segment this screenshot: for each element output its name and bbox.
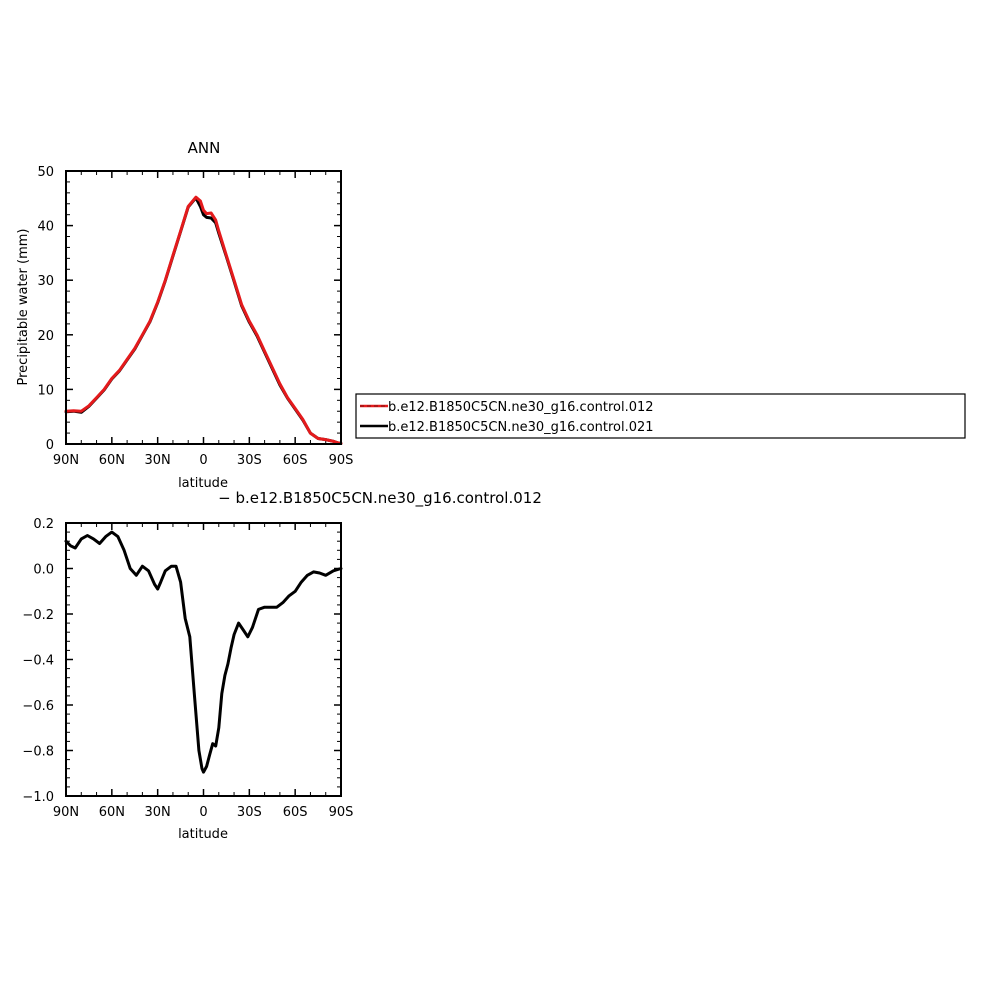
- top-y-tick-label: 0: [46, 438, 54, 453]
- bottom-x-tick-label: 30N: [145, 805, 171, 820]
- bottom-x-tick-label: 90S: [329, 805, 354, 820]
- bottom-plot-x-axis-label: latitude: [178, 827, 228, 842]
- bottom-y-tick-label: 0.0: [33, 563, 54, 578]
- legend-box: [355, 393, 966, 439]
- bottom-x-tick-label: 0: [199, 805, 207, 820]
- legend-label-012: b.e12.B1850C5CN.ne30_g16.control.012: [388, 400, 654, 415]
- bottom-plot-frame: [65, 522, 342, 797]
- top-x-tick-label: 30N: [145, 453, 171, 468]
- bottom-x-tick-label: 90N: [53, 805, 79, 820]
- bottom-x-tick-label: 60S: [283, 805, 308, 820]
- top-y-tick-label: 20: [37, 329, 54, 344]
- bottom-x-tick-label: 30S: [237, 805, 262, 820]
- top-plot-frame: [65, 170, 342, 445]
- bottom-x-tick-label: 60N: [99, 805, 125, 820]
- top-x-tick-label: 60S: [283, 453, 308, 468]
- top-plot-y-axis-label: Precipitable water (mm): [16, 229, 31, 386]
- bottom-plot-title: − b.e12.B1850C5CN.ne30_g16.control.012: [218, 489, 542, 508]
- top-x-tick-label: 60N: [99, 453, 125, 468]
- top-plot-title: ANN: [188, 139, 221, 157]
- legend-label-021: b.e12.B1850C5CN.ne30_g16.control.021: [388, 420, 654, 435]
- top-y-tick-label: 50: [37, 165, 54, 180]
- bottom-plot-ticks: 90N 60N 30N 0 30S 60S 90S 0.2 0.0 −0.2 −0.4 −0.6 −0.…: [22, 517, 353, 820]
- bottom-series-line-0: [64, 530, 343, 774]
- bottom-y-tick-label: −0.2: [22, 608, 54, 623]
- top-y-tick-label: 10: [37, 383, 54, 398]
- top-plot-series: [64, 195, 343, 445]
- top-y-tick-label: 30: [37, 274, 54, 289]
- bottom-y-tick-label: −0.8: [22, 745, 54, 760]
- top-x-tick-label: 30S: [237, 453, 262, 468]
- top-x-tick-label: 90S: [329, 453, 354, 468]
- top-plot-x-axis-label: latitude: [178, 476, 228, 491]
- bottom-y-tick-label: −0.6: [22, 699, 54, 714]
- bottom-plot-series: [64, 530, 343, 774]
- legend: b.e12.B1850C5CN.ne30_g16.control.012 b.e…: [355, 393, 966, 439]
- top-plot: ANN Precipitable water (mm) latitude 90N…: [16, 139, 353, 491]
- top-y-tick-label: 40: [37, 220, 54, 235]
- top-x-tick-label: 0: [199, 453, 207, 468]
- top-x-tick-label: 90N: [53, 453, 79, 468]
- bottom-y-tick-label: −1.0: [22, 790, 54, 805]
- bottom-plot: − b.e12.B1850C5CN.ne30_g16.control.012 P…: [22, 489, 541, 842]
- top-series-line-0: [64, 195, 343, 445]
- bottom-y-tick-label: 0.2: [33, 517, 54, 532]
- bottom-y-tick-label: −0.4: [22, 654, 54, 669]
- top-series-line-1: [64, 196, 343, 445]
